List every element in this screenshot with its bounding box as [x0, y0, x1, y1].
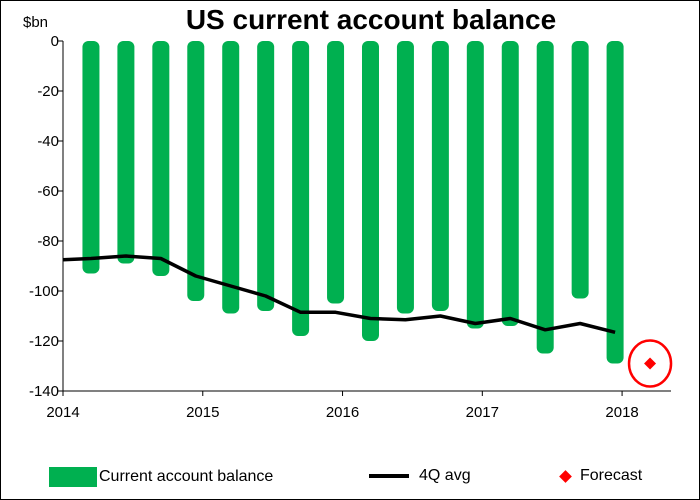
legend-label-forecast: Forecast: [580, 467, 643, 484]
chart-title: US current account balance: [186, 4, 556, 35]
legend-item-forecast: Forecast: [559, 467, 643, 485]
bar: [431, 41, 449, 311]
x-tick-label: 2014: [46, 404, 79, 421]
x-tick-label: 2015: [186, 404, 219, 421]
bar: [257, 41, 275, 311]
legend-label-4q-avg: 4Q avg: [419, 467, 471, 484]
bar: [396, 41, 414, 314]
y-axis-unit-label: $bn: [23, 14, 48, 31]
y-tick-label: -100: [29, 283, 59, 300]
forecast-layer: [627, 339, 673, 388]
bar: [536, 41, 554, 354]
bars-layer: [82, 41, 624, 364]
legend-item-current-account: Current account balance: [49, 467, 273, 487]
legend-swatch-diamond: [559, 469, 572, 483]
bar: [361, 41, 379, 341]
legend: Current account balance 4Q avg Forecast: [1, 465, 699, 493]
axes-layer: 0 -20 -40 -60 -80 -100 -120 -140 2014 2015 2016 201…: [29, 33, 671, 421]
x-tick-label: 2018: [605, 404, 638, 421]
chart-canvas: US current account balance $bn 0 -20 -40 -6…: [23, 4, 673, 421]
legend-swatch-line: [369, 474, 409, 478]
bar: [117, 41, 135, 264]
bar: [466, 41, 484, 329]
bar: [292, 41, 310, 336]
legend-swatch-bar: [49, 467, 97, 487]
legend-item-4q-avg: 4Q avg: [369, 467, 471, 485]
bar: [327, 41, 345, 304]
y-tick-label: -40: [37, 133, 59, 150]
bar: [571, 41, 589, 299]
y-tick-label: -20: [37, 83, 59, 100]
bar: [152, 41, 170, 276]
y-tick-label: 0: [51, 33, 59, 50]
y-tick-label: -140: [29, 383, 59, 400]
line-layer: [62, 254, 616, 334]
forecast-highlight-circle: [627, 339, 673, 388]
bar: [187, 41, 205, 301]
bar: [82, 41, 100, 274]
bar: [606, 41, 624, 364]
y-tick-label: -80: [37, 233, 59, 250]
y-tick-label: -60: [37, 183, 59, 200]
bar: [222, 41, 240, 314]
x-tick-label: 2017: [466, 404, 499, 421]
forecast-point: [644, 357, 657, 370]
series-line-4q-avg: [62, 254, 616, 334]
legend-label-current-account: Current account balance: [99, 468, 274, 485]
y-tick-label: -120: [29, 333, 59, 350]
bar: [501, 41, 519, 326]
x-tick-label: 2016: [326, 404, 359, 421]
